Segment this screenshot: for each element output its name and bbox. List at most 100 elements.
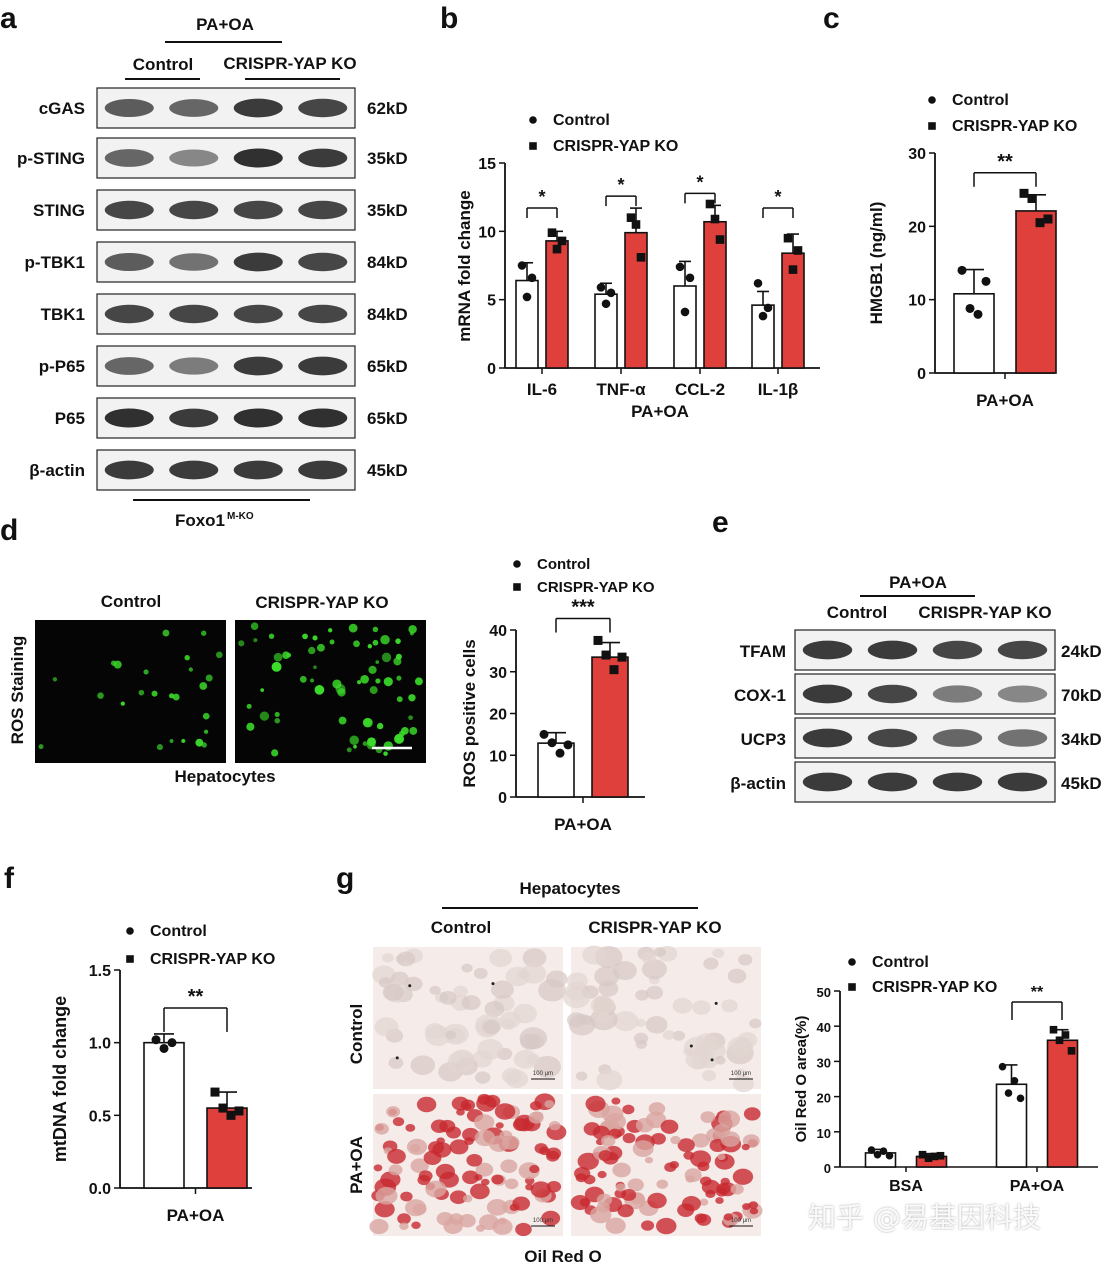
stained-cell: [641, 1220, 655, 1231]
ros-cell: [372, 626, 379, 633]
ros-cell: [346, 747, 352, 753]
point-circle: [563, 740, 573, 750]
ros-cell: [396, 675, 402, 681]
stained-cell: [743, 1107, 761, 1121]
stained-cell: [641, 959, 667, 980]
point-circle: [680, 307, 690, 317]
point-circle: [606, 288, 616, 298]
legend-marker-circle: [928, 96, 936, 104]
stained-cell: [597, 1170, 607, 1179]
blot-β-actin: [96, 449, 356, 491]
stained-cell: [677, 1138, 695, 1152]
stained-cell: [699, 1176, 712, 1186]
blot-STING: [96, 189, 356, 231]
stained-cell: [533, 1055, 561, 1078]
stained-cell: [475, 1162, 494, 1177]
point-square: [715, 235, 725, 244]
point-circle: [957, 265, 967, 275]
ros-cell: [274, 711, 280, 717]
stained-cell: [382, 953, 394, 963]
ros-cell: [202, 712, 210, 720]
ros-cell: [393, 657, 402, 666]
legend-marker-square: [848, 983, 856, 991]
stained-cell: [411, 1221, 421, 1230]
stained-cell: [399, 1222, 409, 1231]
scale-text: 100 μm: [533, 1071, 553, 1077]
point-square: [609, 665, 619, 675]
blot-band: [867, 640, 918, 660]
blot-band: [169, 304, 219, 324]
point-square: [710, 214, 720, 224]
stained-cell: [738, 954, 753, 966]
y-tick-label: 10: [489, 748, 507, 765]
blot-P65: [96, 397, 356, 439]
stained-cell: [466, 1153, 483, 1167]
stained-cell: [489, 948, 513, 968]
ros-cell: [181, 738, 186, 744]
bar: [206, 1107, 248, 1189]
stained-cell: [495, 1122, 504, 1129]
ros-cell: [353, 744, 357, 749]
stained-cell: [594, 966, 620, 987]
stained-cell: [482, 1019, 501, 1035]
blot-band: [169, 460, 219, 480]
point-circle: [758, 311, 768, 321]
blot-band: [169, 408, 219, 428]
stained-cell: [546, 1150, 560, 1162]
ros-cell: [414, 677, 423, 686]
stained-cell: [646, 985, 664, 1000]
ros-cell: [172, 693, 180, 701]
point-square: [636, 253, 646, 262]
stained-cell: [418, 1170, 433, 1182]
stained-cell: [388, 1164, 403, 1176]
ros-cell: [253, 638, 258, 643]
panel-g-images: Hepatocytes Control CRISPR-YAP KO Control PA…: [347, 879, 763, 1263]
blot-band: [802, 684, 853, 704]
stained-cell: [662, 1030, 675, 1040]
legend-label: CRISPR-YAP KO: [537, 579, 655, 596]
y-tick-label: 40: [817, 1020, 831, 1035]
point-circle: [547, 738, 557, 748]
debris: [714, 1001, 718, 1005]
ros-cell: [409, 631, 414, 636]
panel-d-col-control: Control: [101, 592, 161, 611]
x-axis-label: PA+OA: [976, 391, 1034, 410]
stained-cell: [528, 1111, 544, 1124]
stained-cell: [529, 1165, 540, 1174]
y-tick-label: 1.0: [89, 1036, 111, 1053]
ros-cell: [273, 652, 283, 662]
panel-d-images: Control CRISPR-YAP KO ROS Staining Hepatocy…: [8, 592, 426, 786]
stained-cell: [486, 1199, 508, 1216]
stained-cell: [416, 1096, 437, 1113]
ros-cell: [201, 630, 207, 636]
ros-cell: [299, 675, 307, 683]
stained-cell: [732, 1168, 754, 1185]
blot-band: [104, 408, 154, 428]
stained-cell: [541, 1210, 561, 1226]
ros-cell: [205, 674, 213, 682]
stained-cell: [718, 1110, 741, 1128]
stained-cell: [462, 1102, 472, 1110]
stained-cell: [692, 1000, 711, 1015]
stained-cell: [562, 986, 591, 1009]
stained-cell: [481, 1178, 490, 1186]
ros-cell: [250, 622, 259, 630]
ros-cell: [372, 639, 379, 646]
blot-band: [997, 729, 1048, 747]
blot-label: TFAM: [740, 642, 786, 661]
panel-g-col-ko: CRISPR-YAP KO: [588, 918, 721, 937]
ros-cell: [338, 716, 347, 725]
point-circle: [555, 748, 565, 758]
point-square: [226, 1110, 236, 1120]
stained-cell: [515, 1222, 532, 1237]
blot-band: [104, 460, 154, 480]
stained-cell: [566, 972, 588, 990]
stained-cell: [605, 1217, 626, 1234]
point-circle: [973, 309, 983, 319]
stained-cell: [648, 1102, 666, 1116]
stained-cell: [530, 1181, 552, 1198]
stained-cell: [701, 1069, 717, 1082]
ros-cell: [260, 688, 264, 692]
ros-cell: [357, 680, 362, 685]
stained-cell: [622, 1132, 636, 1144]
